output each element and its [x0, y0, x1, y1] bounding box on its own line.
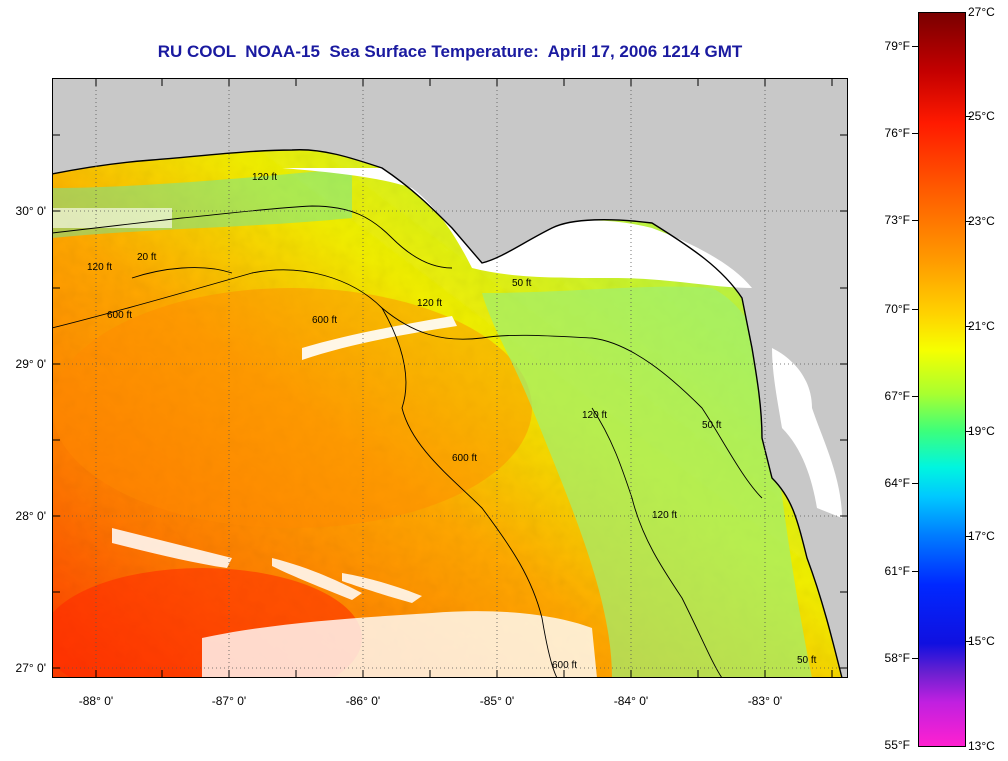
celsius-label: 15°C	[968, 634, 995, 648]
sst-map: 120 ft 120 ft 20 ft 600 ft 600 ft 120 ft…	[52, 78, 848, 678]
lat-label: 30° 0'	[15, 204, 46, 218]
contour-label: 50 ft	[797, 655, 817, 666]
contour-label: 50 ft	[512, 278, 532, 289]
celsius-label: 17°C	[968, 529, 995, 543]
fahrenheit-label: 55°F	[884, 738, 910, 752]
coastline	[52, 149, 843, 678]
fahrenheit-label: 76°F	[884, 126, 910, 140]
fahrenheit-label: 70°F	[884, 302, 910, 316]
warm-water-patch	[52, 288, 532, 528]
lat-label: 27° 0'	[15, 661, 46, 675]
cloud-cover	[272, 558, 362, 600]
cloud-cover	[302, 316, 457, 360]
lon-label: -86° 0'	[345, 694, 381, 708]
fahrenheit-label: 58°F	[884, 651, 910, 665]
contour-label: 120 ft	[87, 262, 112, 273]
lon-label: -88° 0'	[78, 694, 114, 708]
graticule	[52, 78, 848, 678]
lat-label: 28° 0'	[15, 509, 46, 523]
contour-label: 50 ft	[702, 420, 722, 431]
map-frame	[52, 78, 848, 678]
contour-label: 600 ft	[452, 453, 477, 464]
lon-label: -85° 0'	[479, 694, 515, 708]
celsius-label: 13°C	[968, 739, 995, 753]
contour-label: 600 ft	[107, 310, 132, 321]
contour-label: 120 ft	[652, 510, 677, 521]
cloud-cover	[202, 611, 597, 678]
contour-label: 600 ft	[312, 315, 337, 326]
celsius-label: 23°C	[968, 214, 995, 228]
lon-label: -87° 0'	[211, 694, 247, 708]
fahrenheit-label: 64°F	[884, 476, 910, 490]
contour-label: 20 ft	[137, 252, 157, 263]
bathymetry-contours	[52, 205, 763, 678]
celsius-label: 21°C	[968, 319, 995, 333]
frame-ticks	[52, 78, 848, 678]
temperature-colorbar	[918, 12, 966, 747]
celsius-label: 27°C	[968, 5, 995, 19]
lon-label: -84° 0'	[613, 694, 649, 708]
fahrenheit-label: 73°F	[884, 213, 910, 227]
cloud-cover	[112, 528, 232, 568]
fahrenheit-label: 61°F	[884, 564, 910, 578]
map-title: RU COOL NOAA-15 Sea Surface Temperature:…	[157, 42, 743, 61]
celsius-label: 25°C	[968, 109, 995, 123]
contour-label: 120 ft	[252, 172, 277, 183]
contour-label: 120 ft	[417, 298, 442, 309]
contour-label: 600 ft	[552, 660, 577, 671]
contour-labels: 120 ft 120 ft 20 ft 600 ft 600 ft 120 ft…	[87, 172, 817, 671]
fahrenheit-label: 79°F	[884, 39, 910, 53]
lat-label: 29° 0'	[15, 357, 46, 371]
land-mass	[52, 78, 848, 678]
cloud-cover	[342, 573, 422, 603]
lon-label: -83° 0'	[747, 694, 783, 708]
celsius-label: 19°C	[968, 424, 995, 438]
cloud-cover	[772, 348, 842, 518]
contour-label: 120 ft	[582, 410, 607, 421]
shelf-water	[482, 286, 812, 678]
fahrenheit-label: 67°F	[884, 389, 910, 403]
cloud-cover	[282, 168, 752, 288]
